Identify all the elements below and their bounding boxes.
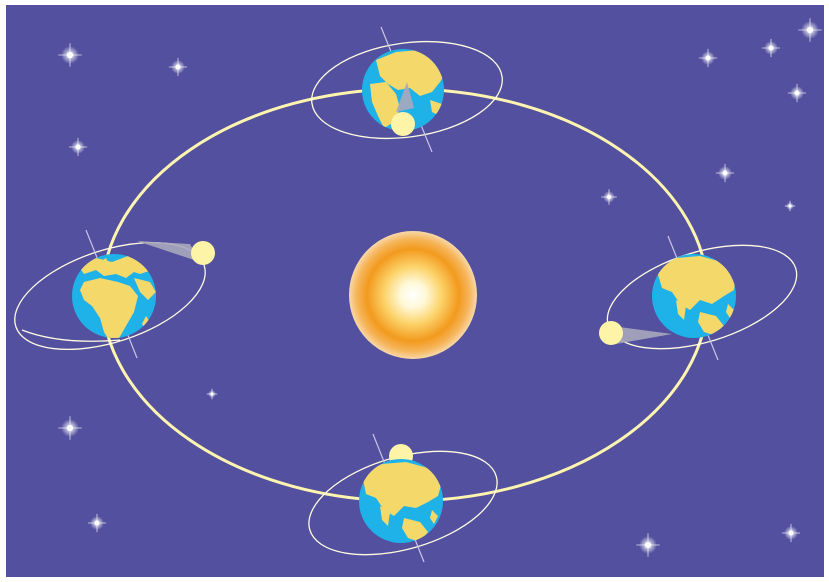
earth-left-group: [14, 229, 215, 359]
star-sparkle-icon: [168, 57, 188, 77]
moon-orbit-left: [14, 241, 206, 351]
star-sparkle-icon: [58, 43, 82, 67]
star-sparkle-icon: [206, 388, 218, 400]
sun-icon: [349, 231, 477, 359]
star-sparkle-icon: [781, 523, 801, 543]
earth-bottom-group: [308, 433, 498, 563]
moon-shadow-right: [612, 326, 672, 344]
star-sparkle-icon: [636, 533, 660, 557]
star-sparkle-icon: [601, 189, 617, 205]
moon-shadow-top: [396, 82, 414, 112]
star-sparkle-icon: [715, 163, 735, 183]
star-sparkle-icon: [787, 83, 807, 103]
earth-globe-icon: [72, 254, 156, 338]
moon-icon: [191, 241, 215, 265]
earth-top-group: [311, 26, 503, 153]
moon-icon: [599, 321, 623, 345]
star-sparkle-icon: [698, 48, 718, 68]
star-sparkle-icon: [58, 416, 82, 440]
earth-globe-icon: [652, 254, 736, 338]
earth-right-group: [599, 235, 798, 361]
moon-orbit-left-front: [21, 329, 121, 342]
earth-globe-icon: [362, 49, 444, 131]
earth-globe-icon: [359, 459, 443, 543]
moon-shadow-left: [137, 241, 200, 262]
star-field: [58, 18, 822, 557]
moon-orbit-top: [311, 40, 503, 140]
star-sparkle-icon: [87, 513, 107, 533]
moon-icon: [391, 112, 415, 136]
star-sparkle-icon: [798, 18, 822, 42]
star-sparkle-icon: [761, 38, 781, 58]
star-sparkle-icon: [784, 200, 796, 212]
star-sparkle-icon: [68, 137, 88, 157]
